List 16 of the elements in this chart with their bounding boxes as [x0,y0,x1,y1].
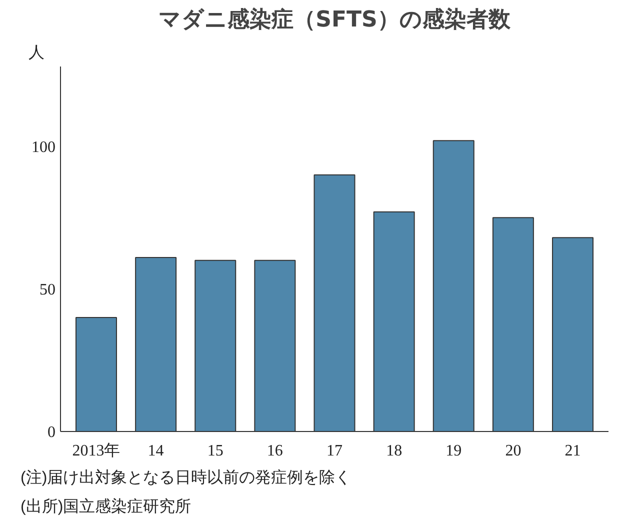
x-tick-label: 15 [207,442,224,460]
x-tick-label: 14 [148,442,164,460]
x-tick-label: 21 [564,442,581,460]
y-tick-label: 100 [32,138,56,156]
y-tick-label: 50 [40,281,56,298]
x-tick-label: 19 [446,442,462,460]
text: (出所)国立感染症研究所 [20,498,192,516]
chart-title: マダニ感染症（SFTS）の感染者数 [158,6,512,32]
x-tick-label: 2013年 [72,442,120,460]
y-axis-title: 人 [28,44,44,62]
x-tick-label: 17 [326,442,342,460]
text: (注)届け出対象となる日時以前の発症例を除く [20,468,352,486]
x-tick-label: 16 [266,442,283,460]
y-tick-label: 0 [48,424,56,441]
x-tick-label: 18 [386,442,402,460]
x-tick-label: 20 [505,442,522,460]
